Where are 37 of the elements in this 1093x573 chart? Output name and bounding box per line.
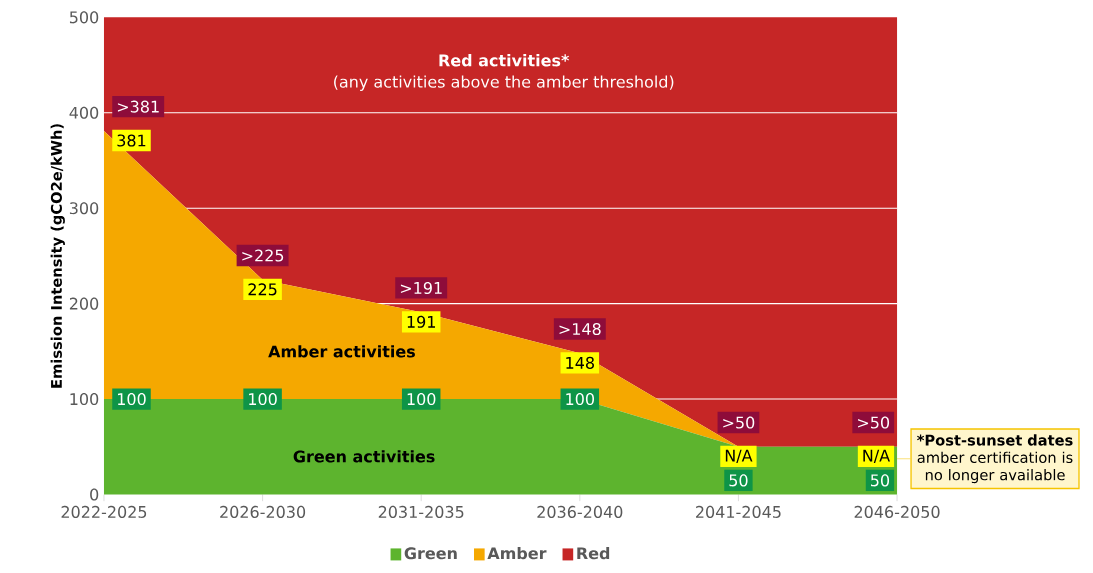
- annotation: 148: [566, 356, 594, 369]
- text: *Post-sunset dates: [917, 434, 1073, 446]
- annotation: N/A: [863, 449, 890, 463]
- annotation: 191: [407, 315, 435, 328]
- y-axis-title: Emission Intensity (gCO2e/kWh): [50, 124, 65, 388]
- y-tick-label: 400: [69, 106, 99, 119]
- legend-label: Amber: [487, 546, 547, 560]
- annotation: >191: [400, 281, 442, 294]
- text: amber certification is no longer available: [917, 451, 1073, 484]
- x-tick-label: 2022-2025: [61, 505, 147, 518]
- annotation: Red activities*: [439, 54, 570, 67]
- x-tick-label: 2041-2045: [696, 505, 781, 518]
- annotation: 225: [248, 283, 277, 296]
- annotation: (any activities above the amber threshold): [334, 75, 674, 91]
- annotation: N/A: [725, 449, 753, 463]
- y-tick-label: 300: [69, 202, 99, 215]
- annotation: Green activities: [293, 450, 435, 463]
- y-tick-label: 200: [69, 297, 99, 310]
- y-tick-label: 500: [69, 11, 99, 24]
- y-tick-label: 100: [70, 392, 99, 406]
- annotation: >50: [723, 416, 755, 429]
- legend-label: Red: [577, 546, 610, 560]
- annotation: >148: [559, 322, 601, 335]
- x-tick-label: 2046-2050: [854, 505, 940, 518]
- annotation: 381: [117, 134, 146, 147]
- annotation: >381: [117, 100, 159, 113]
- data-label: 50: [871, 474, 890, 487]
- annotation: Amber activities: [268, 345, 415, 358]
- x-tick-label: 2026-2030: [220, 505, 306, 518]
- legend-label: Green: [404, 547, 457, 560]
- x-tick-label: 2036-2040: [537, 505, 623, 518]
- annotation: >225: [242, 249, 284, 262]
- data-label: 50: [729, 474, 748, 487]
- x-tick-label: 2031-2035: [378, 505, 464, 518]
- y-tick-label: 0: [90, 488, 99, 501]
- annotation: >50: [858, 416, 890, 429]
- data-label: 100: [117, 392, 146, 406]
